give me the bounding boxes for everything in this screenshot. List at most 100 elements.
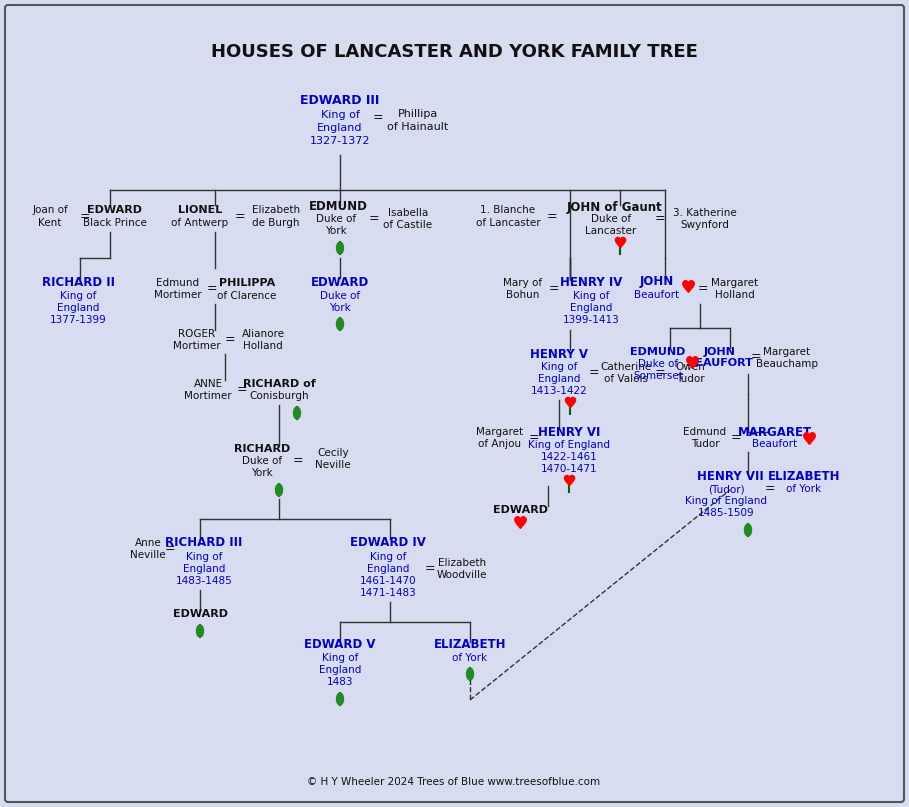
Text: EDWARD: EDWARD (493, 505, 547, 515)
Text: King of: King of (541, 362, 577, 372)
Text: Conisburgh: Conisburgh (249, 391, 309, 401)
Text: Holland: Holland (243, 341, 283, 351)
Text: England: England (570, 303, 612, 313)
Ellipse shape (196, 625, 204, 637)
Text: =: = (731, 432, 742, 445)
Point (684, 356, 699, 369)
Text: of Antwerp: of Antwerp (172, 218, 228, 228)
Text: =: = (80, 211, 90, 224)
Text: Margaret: Margaret (764, 347, 811, 357)
Text: =: = (369, 212, 379, 225)
Text: HOUSES OF LANCASTER AND YORK FAMILY TREE: HOUSES OF LANCASTER AND YORK FAMILY TREE (211, 43, 697, 61)
Text: =: = (425, 562, 435, 575)
Text: RICHARD of: RICHARD of (243, 379, 315, 389)
Text: 1470-1471: 1470-1471 (541, 464, 597, 474)
Text: King of England: King of England (685, 496, 767, 506)
Text: Bohun: Bohun (506, 290, 540, 300)
Text: of York: of York (453, 653, 487, 663)
Text: of Lancaster: of Lancaster (475, 218, 540, 228)
Text: RICHARD II: RICHARD II (42, 275, 115, 288)
Text: 1327-1372: 1327-1372 (310, 136, 370, 146)
Text: Mortimer: Mortimer (174, 341, 221, 351)
Text: York: York (325, 226, 347, 236)
Text: King of: King of (573, 291, 609, 301)
Text: EDWARD IV: EDWARD IV (350, 537, 426, 550)
Text: =: = (225, 333, 235, 346)
Text: Duke of: Duke of (638, 359, 678, 369)
Text: 1413-1422: 1413-1422 (531, 386, 587, 396)
Text: Edmund: Edmund (684, 427, 726, 437)
Text: ROGER: ROGER (178, 329, 215, 339)
Text: =: = (529, 432, 539, 445)
Text: 3. Katherine: 3. Katherine (674, 208, 737, 218)
Text: Mary of: Mary of (504, 278, 543, 288)
Text: York: York (329, 303, 351, 313)
Text: Swynford: Swynford (681, 220, 729, 230)
Text: Joan of: Joan of (32, 205, 68, 215)
Text: =: = (764, 483, 775, 495)
Text: Beauchamp: Beauchamp (756, 359, 818, 369)
Text: =: = (293, 454, 304, 467)
Text: of Hainault: of Hainault (387, 122, 449, 132)
Text: RICHARD III: RICHARD III (165, 537, 243, 550)
Text: =: = (589, 366, 599, 379)
Text: of Valois: of Valois (604, 374, 648, 384)
Text: BEAUFORT: BEAUFORT (687, 358, 753, 368)
Text: LIONEL: LIONEL (178, 205, 222, 215)
Text: EDWARD III: EDWARD III (300, 94, 380, 107)
Text: =: = (206, 282, 217, 295)
Text: King of: King of (370, 552, 406, 562)
Text: RICHARD: RICHARD (234, 444, 290, 454)
Text: of York: of York (786, 484, 822, 494)
Ellipse shape (744, 524, 752, 536)
Point (613, 236, 627, 249)
Text: HENRY VI: HENRY VI (538, 425, 600, 438)
Text: Duke of: Duke of (242, 456, 282, 466)
Text: EDMUND: EDMUND (308, 200, 367, 214)
Text: PHILIPPA: PHILIPPA (219, 278, 275, 288)
Text: EDWARD: EDWARD (87, 205, 143, 215)
Text: ELIZABETH: ELIZABETH (434, 638, 506, 651)
Text: MARGARET: MARGARET (738, 425, 812, 438)
Text: King of England: King of England (528, 440, 610, 450)
Text: EDWARD: EDWARD (173, 609, 227, 619)
Text: Neville: Neville (130, 550, 165, 560)
Text: Tudor: Tudor (691, 439, 719, 449)
Text: Woodville: Woodville (436, 570, 487, 580)
Text: King of: King of (322, 653, 358, 663)
Text: JOHN: JOHN (704, 347, 736, 357)
Text: de Burgh: de Burgh (253, 218, 300, 228)
Text: =: = (549, 282, 559, 295)
FancyBboxPatch shape (5, 5, 904, 802)
Text: Cecily: Cecily (317, 448, 349, 458)
Text: England: England (183, 564, 225, 574)
Point (563, 395, 577, 408)
Text: EDWARD V: EDWARD V (305, 638, 375, 651)
Text: JOHN of Gaunt: JOHN of Gaunt (567, 200, 663, 214)
Text: Lancaster: Lancaster (585, 226, 636, 236)
Text: =: = (751, 350, 762, 363)
Text: HENRY IV: HENRY IV (560, 275, 622, 288)
Text: Kent: Kent (38, 218, 62, 228)
Text: HENRY V: HENRY V (530, 348, 588, 361)
Text: 1399-1413: 1399-1413 (563, 315, 619, 325)
Text: England: England (367, 564, 409, 574)
Text: England: England (56, 303, 99, 313)
Text: Tudor: Tudor (675, 374, 704, 384)
Text: © H Y Wheeler 2024 Trees of Blue www.treesofblue.com: © H Y Wheeler 2024 Trees of Blue www.tre… (307, 777, 601, 787)
Text: =: = (698, 282, 708, 295)
Text: ELIZABETH: ELIZABETH (768, 470, 840, 483)
Text: 1483: 1483 (326, 677, 354, 687)
Text: of Clarence: of Clarence (217, 291, 276, 301)
Text: =: = (165, 542, 175, 555)
Text: =: = (654, 212, 665, 225)
Ellipse shape (336, 693, 344, 705)
Text: of Castile: of Castile (384, 220, 433, 230)
Text: York: York (251, 468, 273, 478)
Text: Duke of: Duke of (591, 214, 631, 224)
Text: King of: King of (185, 552, 222, 562)
Text: =: = (654, 366, 665, 379)
Text: Neville: Neville (315, 460, 351, 470)
Text: Alianore: Alianore (242, 329, 285, 339)
Text: Catherine: Catherine (600, 362, 652, 372)
